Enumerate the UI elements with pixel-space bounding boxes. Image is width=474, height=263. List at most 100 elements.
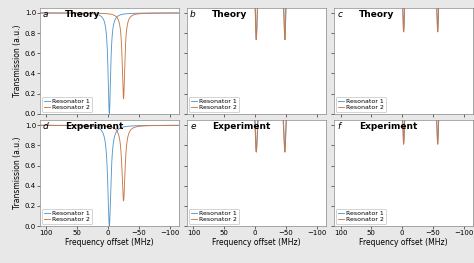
Resonator 2 (121, 199, 127, 203)
Legend: Resonator 1, Resonator 2: Resonator 1, Resonator 2 (336, 97, 386, 112)
Resonator 2 (446, 68, 451, 71)
Legend: Resonator 1, Resonator 2: Resonator 1, Resonator 2 (336, 209, 386, 224)
Resonator 1 (121, 13, 127, 16)
Line: Resonator 1: Resonator 1 (40, 125, 179, 226)
Resonator 1 (128, 12, 133, 15)
Resonator 1 (210, 49, 215, 53)
Resonator 2 (288, 79, 294, 83)
Resonator 2 (37, 124, 43, 127)
Resonator 2 (141, 12, 146, 15)
Resonator 2 (282, 150, 288, 154)
Y-axis label: Transmission (a.u.): Transmission (a.u.) (13, 137, 22, 209)
Resonator 1 (107, 225, 112, 228)
Line: Resonator 1: Resonator 1 (334, 0, 473, 32)
Resonator 2 (323, 75, 329, 78)
Text: Experiment: Experiment (65, 122, 124, 131)
Resonator 2 (176, 11, 182, 14)
Resonator 2 (331, 67, 337, 70)
Resonator 1 (435, 141, 441, 144)
Resonator 2 (435, 29, 441, 32)
Resonator 1 (274, 60, 280, 63)
Resonator 1 (152, 12, 157, 15)
Line: Resonator 2: Resonator 2 (40, 125, 179, 201)
Line: Resonator 2: Resonator 2 (40, 13, 179, 99)
Resonator 2 (422, 70, 428, 73)
X-axis label: Frequency offset (MHz): Frequency offset (MHz) (212, 238, 301, 247)
Resonator 1 (141, 124, 146, 127)
X-axis label: Frequency offset (MHz): Frequency offset (MHz) (65, 238, 154, 247)
Resonator 1 (176, 11, 182, 14)
Resonator 1 (91, 125, 96, 128)
Text: a: a (43, 10, 48, 19)
Resonator 2 (254, 38, 259, 41)
Resonator 2 (268, 79, 273, 83)
Resonator 1 (107, 112, 112, 115)
Resonator 2 (141, 124, 146, 128)
Text: d: d (43, 122, 49, 131)
Resonator 2 (63, 124, 68, 127)
Line: Resonator 1: Resonator 1 (40, 13, 179, 114)
Legend: Resonator 1, Resonator 2: Resonator 1, Resonator 2 (189, 97, 239, 112)
Resonator 2 (274, 83, 280, 86)
Resonator 2 (152, 12, 157, 15)
Y-axis label: Transmission (a.u.): Transmission (a.u.) (13, 25, 22, 97)
Resonator 2 (128, 15, 133, 18)
Resonator 1 (357, 42, 363, 45)
Resonator 2 (37, 11, 43, 14)
Resonator 1 (141, 12, 146, 15)
Resonator 1 (331, 42, 337, 45)
Resonator 2 (435, 141, 441, 145)
Resonator 1 (415, 45, 420, 48)
Line: Resonator 1: Resonator 1 (334, 43, 473, 144)
Resonator 1 (128, 124, 133, 128)
Resonator 2 (299, 75, 304, 78)
Resonator 2 (152, 124, 157, 127)
Resonator 2 (128, 129, 133, 132)
Resonator 2 (176, 124, 182, 127)
Line: Resonator 2: Resonator 2 (334, 68, 473, 144)
Resonator 2 (184, 75, 190, 78)
Legend: Resonator 1, Resonator 2: Resonator 1, Resonator 2 (42, 97, 92, 112)
Resonator 1 (254, 38, 259, 41)
Resonator 1 (422, 45, 428, 48)
Line: Resonator 1: Resonator 1 (187, 51, 326, 152)
Text: Experiment: Experiment (359, 122, 418, 131)
Resonator 1 (268, 56, 273, 59)
Resonator 2 (91, 12, 96, 15)
Resonator 1 (176, 124, 182, 127)
Resonator 1 (121, 125, 127, 129)
Resonator 1 (63, 124, 68, 127)
Text: Theory: Theory (65, 10, 100, 19)
Resonator 1 (37, 124, 43, 127)
Resonator 2 (121, 97, 127, 100)
Resonator 1 (91, 12, 96, 16)
Resonator 1 (237, 50, 243, 53)
Resonator 1 (435, 143, 440, 146)
Resonator 2 (470, 67, 474, 70)
Resonator 2 (435, 30, 440, 33)
Resonator 1 (184, 49, 190, 53)
Resonator 1 (470, 42, 474, 45)
Line: Resonator 2: Resonator 2 (334, 0, 473, 32)
Line: Resonator 2: Resonator 2 (187, 76, 326, 152)
Resonator 2 (120, 199, 126, 203)
X-axis label: Frequency offset (MHz): Frequency offset (MHz) (359, 238, 448, 247)
Line: Resonator 2: Resonator 2 (187, 0, 326, 40)
Resonator 2 (91, 124, 96, 127)
Resonator 2 (237, 75, 243, 78)
Legend: Resonator 1, Resonator 2: Resonator 1, Resonator 2 (42, 209, 92, 224)
Resonator 1 (63, 12, 68, 15)
Line: Resonator 1: Resonator 1 (187, 0, 326, 40)
Text: Theory: Theory (359, 10, 395, 19)
Legend: Resonator 1, Resonator 2: Resonator 1, Resonator 2 (189, 209, 239, 224)
Resonator 1 (282, 150, 288, 154)
Resonator 2 (63, 11, 68, 14)
Text: e: e (190, 122, 196, 131)
Resonator 1 (152, 124, 157, 127)
Resonator 1 (435, 29, 441, 32)
Text: Experiment: Experiment (212, 122, 271, 131)
Resonator 1 (37, 11, 43, 14)
Resonator 2 (210, 75, 215, 78)
Resonator 1 (299, 50, 304, 53)
Text: c: c (337, 10, 342, 19)
